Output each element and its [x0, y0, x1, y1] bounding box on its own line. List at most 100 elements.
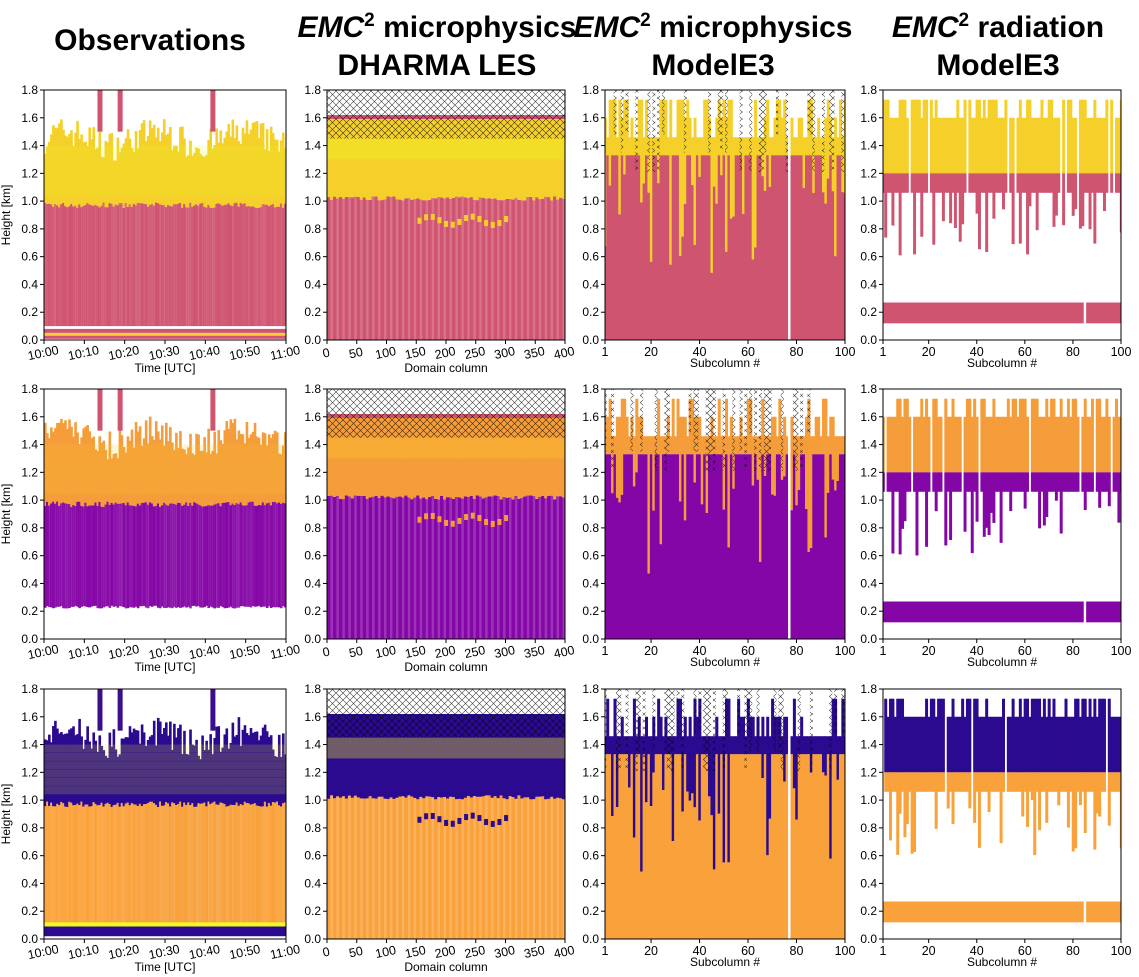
obs-liquid-cell [247, 502, 251, 607]
me3-upper-subcolumn [712, 736, 716, 870]
me3-upper-subcolumn [785, 716, 789, 755]
obs-liquid-cell [100, 802, 104, 926]
dharma-upper-column [428, 414, 432, 497]
me3-liquid-subcolumn [654, 155, 658, 340]
me3-upper-subcolumn [605, 117, 607, 247]
rad-upper-subcolumn [934, 398, 938, 473]
obs-liquid-cell [116, 802, 120, 926]
me3-liquid-subcolumn [821, 454, 825, 639]
me3-upper-subcolumn [751, 716, 755, 755]
me3-liquid-subcolumn [792, 788, 796, 939]
obs-precip-spike [97, 689, 103, 731]
x-tick-label: 60 [1018, 944, 1032, 958]
dharma-upper-column [511, 414, 515, 500]
y-tick-label: 0.6 [304, 250, 321, 264]
column-title-rest: microphysics [650, 11, 853, 44]
column-title-em: EMC [297, 11, 365, 44]
rad-liquid-subcolumn [975, 173, 979, 214]
rad-liquid-subcolumn [903, 173, 907, 193]
y-tick-label: 1.4 [304, 139, 321, 153]
obs-liquid-cell [233, 203, 237, 327]
me3-hatched-subcolumn [657, 90, 661, 172]
dharma-upper-column [493, 115, 498, 199]
y-tick-label: 1.6 [582, 410, 599, 424]
rad-upper-subcolumn [1062, 416, 1066, 473]
obs-upper-cell [247, 735, 251, 804]
rad-upper-subcolumn [1083, 698, 1087, 773]
obs-upper-cell [225, 131, 229, 205]
obs-liquid-cell [227, 203, 231, 327]
me3-liquid-subcolumn [763, 190, 767, 340]
me3-hatched-subcolumn [800, 389, 804, 471]
obs-upper-cell [201, 450, 204, 507]
obs-liquid-cell [267, 502, 271, 607]
me3-liquid-subcolumn [686, 155, 690, 340]
rad-liquid-subcolumn [891, 173, 895, 226]
rad-upper-subcolumn [1066, 398, 1070, 473]
rad-liquid-subcolumn [886, 472, 890, 492]
dharma-liquid-column [413, 797, 417, 939]
dharma-liquid-column [526, 797, 530, 939]
x-tick-label: 80 [1066, 345, 1080, 359]
dharma-upper-column [538, 414, 542, 497]
dharma-upper-column [395, 414, 399, 497]
obs-upper-cell [215, 128, 219, 204]
rad-upper-subcolumn [1009, 716, 1013, 773]
dharma-pocket [444, 819, 449, 826]
rad-upper-subcolumn [961, 117, 965, 174]
obs-liquid-cell [114, 804, 118, 926]
x-tick-label: 20 [644, 644, 658, 658]
me3-liquid-subcolumn [785, 155, 789, 340]
obs-liquid-cell [84, 804, 87, 926]
rad-upper-subcolumn [1093, 99, 1097, 174]
panel-content [605, 90, 845, 340]
rad-liquid-subcolumn [929, 772, 933, 792]
me3-liquid-subcolumn [642, 454, 646, 639]
dharma-liquid-column [416, 495, 420, 639]
dharma-upper-column [553, 414, 557, 500]
obs-gradient-band [44, 153, 286, 162]
rad-upper-subcolumn [1078, 716, 1082, 773]
me3-liquid-subcolumn [751, 259, 755, 340]
obs-liquid-cell [72, 206, 75, 327]
obs-upper-cell [152, 720, 156, 804]
me3-liquid-subcolumn [751, 754, 755, 939]
dharma-liquid-column [523, 797, 527, 939]
dharma-upper-column [446, 414, 450, 498]
obs-upper-cell [80, 736, 83, 802]
dharma-upper-column [356, 714, 361, 798]
rad-liquid-subcolumn [1062, 772, 1066, 792]
x-tick-label: 150 [404, 344, 427, 362]
dharma-upper-column [523, 115, 527, 201]
obs-liquid-cell [183, 204, 186, 327]
obs-liquid-cell [259, 806, 263, 926]
y-tick-label: 1.0 [860, 194, 877, 208]
y-axis-label: Height [km] [0, 484, 13, 545]
me3-upper-subcolumn [630, 736, 634, 755]
rad-liquid-subcolumn [1021, 772, 1025, 817]
rad-liquid-subcolumn [994, 173, 998, 193]
obs-liquid-cell [199, 803, 202, 926]
dharma-pocket [484, 220, 489, 227]
rad-upper-subcolumn [893, 716, 897, 773]
me3-liquid-subcolumn [775, 454, 779, 639]
y-tick-label: 1.0 [582, 194, 599, 208]
me3-liquid-subcolumn [720, 454, 724, 639]
rad-liquid-subcolumn [1014, 472, 1018, 492]
dharma-pocket [490, 520, 495, 527]
me3-upper-subcolumn [766, 716, 770, 856]
obs-liquid-cell [249, 501, 253, 608]
me3-liquid-subcolumn [783, 781, 787, 939]
y-tick-label: 1.4 [582, 738, 599, 752]
dharma-liquid-column [368, 497, 373, 639]
rad-liquid-subcolumn [1088, 173, 1092, 230]
obs-upper-cell [98, 735, 102, 805]
me3-upper-subcolumn [800, 716, 804, 755]
me3-liquid-subcolumn [758, 155, 762, 340]
obs-liquid-cell [58, 805, 61, 926]
rad-liquid-subcolumn [994, 772, 998, 792]
dharma-upper-column [541, 414, 545, 496]
dharma-liquid-column [460, 498, 465, 639]
rad-liquid-subcolumn [1095, 472, 1099, 492]
